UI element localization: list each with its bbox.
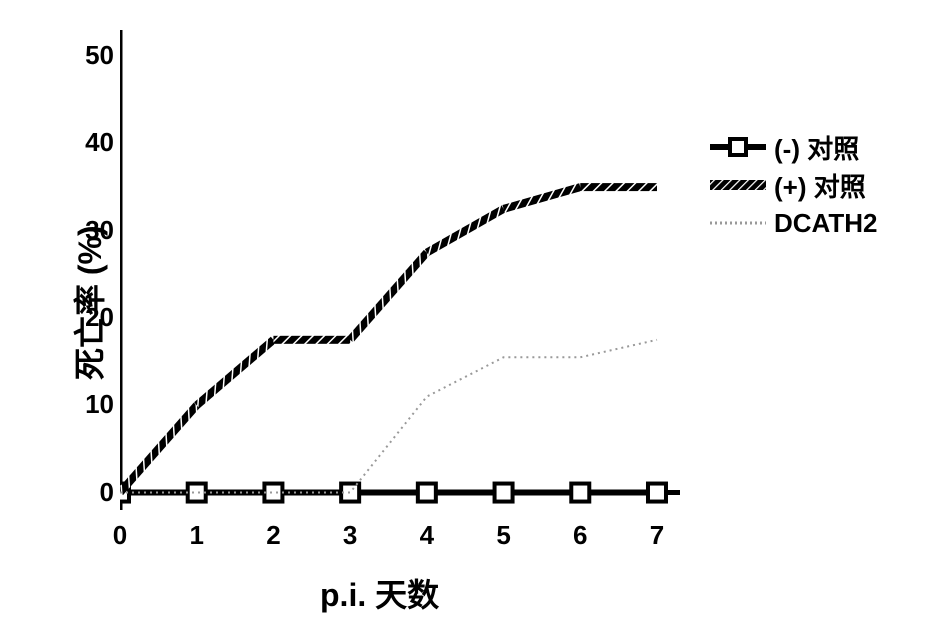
y-tick-label: 50 [85,40,114,71]
legend-label-neg: (-) 对照 [774,129,859,166]
legend-label-pos: (+) 对照 [774,167,866,204]
x-tick-label: 0 [110,520,130,551]
legend-item-neg: (-) 对照 [710,130,878,164]
legend-item-pos: (+) 对照 [710,168,878,202]
y-tick-label: 10 [85,389,114,420]
legend: (-) 对照 (+) 对照 DCATH2 [710,130,878,244]
legend-label-dcath2: DCATH2 [774,208,878,239]
x-tick-label: 6 [570,520,590,551]
legend-swatch-dcath2 [710,213,766,233]
legend-swatch-pos [710,175,766,195]
x-tick-label: 1 [187,520,207,551]
y-tick-label: 40 [85,127,114,158]
legend-item-dcath2: DCATH2 [710,206,878,240]
chart-container: 死亡率 (%) p.i. 天数 (-) 对照 (+) 对照 DCATH2 [10,10,919,613]
x-tick-label: 2 [263,520,283,551]
y-tick-label: 20 [85,302,114,333]
y-tick-label: 0 [100,477,114,508]
x-axis-label: p.i. 天数 [320,570,439,616]
x-tick-label: 7 [647,520,667,551]
y-tick-label: 30 [85,215,114,246]
x-tick-label: 5 [494,520,514,551]
plot-svg [120,30,680,510]
x-tick-label: 4 [417,520,437,551]
x-tick-label: 3 [340,520,360,551]
legend-swatch-neg [710,137,766,157]
